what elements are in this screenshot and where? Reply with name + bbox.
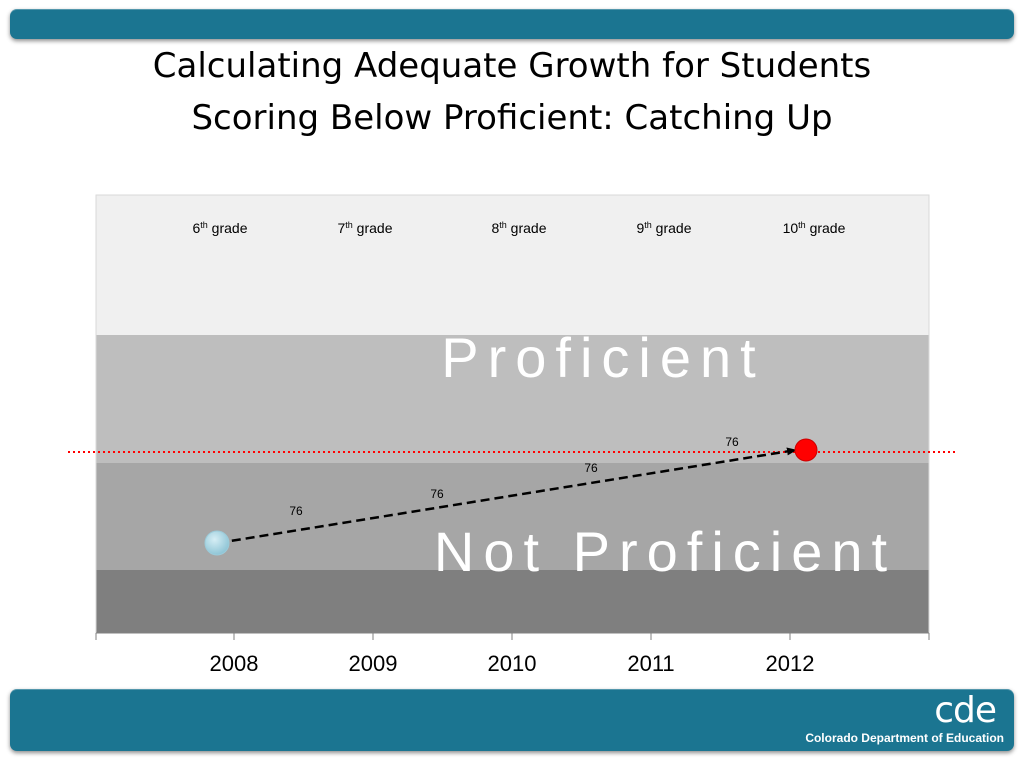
start-point	[204, 530, 230, 556]
band-label-not-proficient: Not Proficient	[434, 520, 896, 583]
slide-title: Calculating Adequate Growth for Students…	[0, 40, 1024, 144]
growth-label-4: 76	[725, 435, 739, 449]
target-point	[794, 438, 818, 462]
grade-label-9: 9th grade	[636, 220, 691, 236]
band-label-proficient: Proficient	[441, 326, 764, 389]
growth-label-3: 76	[584, 461, 598, 475]
x-tick-label-2011: 2011	[627, 651, 674, 676]
growth-label-2: 76	[430, 487, 444, 501]
band-bottom	[96, 570, 929, 633]
bottom-banner-bar: cde Colorado Department of Education	[10, 689, 1014, 751]
top-banner-bar	[10, 9, 1014, 39]
band-not-proficient	[96, 463, 929, 570]
x-tick-label-2009: 2009	[349, 651, 398, 676]
slide-title-line-1: Calculating Adequate Growth for Students	[152, 46, 872, 86]
band-top	[96, 195, 929, 335]
band-proficient	[96, 335, 929, 463]
org-name: Colorado Department of Education	[805, 731, 1004, 745]
slide-title-line-2: Scoring Below Proficient: Catching Up	[191, 98, 833, 138]
x-tick-label-2008: 2008	[210, 651, 259, 676]
grade-label-6: 6th grade	[192, 220, 247, 236]
cde-logo: cde	[934, 690, 997, 731]
growth-label-1: 76	[289, 504, 303, 518]
grade-label-7: 7th grade	[337, 220, 392, 236]
x-tick-label-2012: 2012	[766, 651, 815, 676]
x-tick-label-2010: 2010	[488, 651, 537, 676]
grade-label-8: 8th grade	[491, 220, 546, 236]
grade-label-10: 10th grade	[783, 220, 846, 236]
